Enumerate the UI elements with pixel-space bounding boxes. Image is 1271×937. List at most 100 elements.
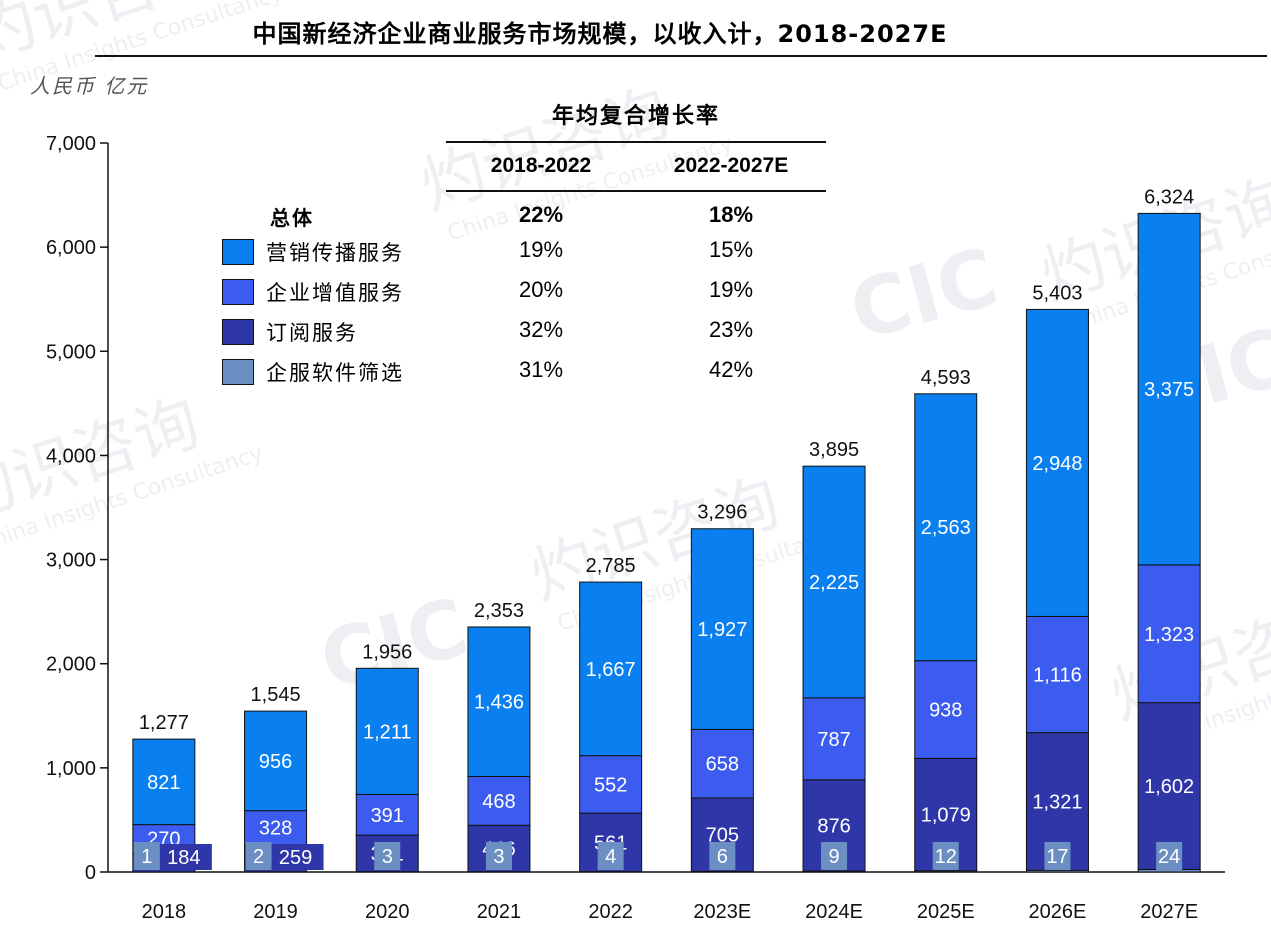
legend-label-software: 企服软件筛选 xyxy=(266,361,404,385)
cagr-marketing-2: 15% xyxy=(708,237,754,262)
legend-row-subscription: 订阅服务 32% 23% xyxy=(200,315,840,351)
data-label-subscription: 705 xyxy=(706,825,739,847)
bar-segment-marketing xyxy=(467,626,531,778)
cagr-subscription-2: 23% xyxy=(708,317,754,342)
cagr-total-row: 总体 22% 18% xyxy=(200,200,840,236)
cagr-period-2: 2022-2027E xyxy=(673,154,789,177)
data-label-value-added: 391 xyxy=(371,805,404,827)
y-tick-label: 1,000 xyxy=(46,758,96,780)
x-tick-label: 2022 xyxy=(588,901,633,923)
total-cagr-2: 18% xyxy=(708,202,754,227)
y-tick-label: 5,000 xyxy=(46,341,96,363)
legend-swatch-software xyxy=(222,359,254,385)
data-label-marketing: 1,927 xyxy=(697,619,747,641)
cagr-subscription-1: 32% xyxy=(518,317,564,342)
total-label: 1,545 xyxy=(251,684,301,706)
data-label-value-added: 1,323 xyxy=(1144,624,1194,646)
bar-segment-marketing xyxy=(1025,308,1089,617)
bar-segment-value-added xyxy=(914,660,978,759)
data-label-marketing: 1,211 xyxy=(363,721,412,743)
data-label-box-software xyxy=(485,842,512,870)
data-label-subscription: 1,602 xyxy=(1144,776,1194,798)
cagr-software-2: 42% xyxy=(708,357,754,382)
watermark-logo: CIC xyxy=(841,230,1007,358)
bar-segment-marketing xyxy=(579,581,643,757)
data-label-software: 2 xyxy=(253,846,264,868)
bar-segment-marketing xyxy=(355,667,419,795)
bar-segment-marketing xyxy=(802,465,866,699)
data-label-marketing: 2,948 xyxy=(1032,453,1082,475)
y-tick-label: 0 xyxy=(85,862,96,884)
bar-segment-marketing xyxy=(690,528,754,730)
data-label-subscription: 259 xyxy=(279,847,312,869)
data-label-subscription: 184 xyxy=(167,847,200,869)
data-label-software: 1 xyxy=(141,846,152,868)
legend-label-subscription: 订阅服务 xyxy=(266,321,358,345)
x-tick-label: 2023E xyxy=(693,901,751,923)
data-label-box-software xyxy=(709,842,736,870)
x-axis: 2018 2019 2020 2021 2022 2023E 2024E 2025E 2026E… xyxy=(142,901,1198,923)
x-tick-label: 2026E xyxy=(1029,901,1087,923)
data-label-subscription: 1,079 xyxy=(921,805,971,827)
data-label-software: 3 xyxy=(382,846,393,868)
data-label-value-added: 328 xyxy=(259,818,292,840)
data-label-box-software xyxy=(133,842,160,870)
data-label-box-software xyxy=(821,842,848,870)
total-label: 1,277 xyxy=(139,712,189,734)
bar-segment-marketing xyxy=(1137,212,1201,566)
data-label-software: 3 xyxy=(493,846,504,868)
cagr-value-added-2: 19% xyxy=(708,277,754,302)
data-label-subscription: 1,321 xyxy=(1032,791,1082,813)
bar-segment-value-added xyxy=(802,697,866,781)
data-label-value-added: 552 xyxy=(594,774,627,796)
total-label: 1,956 xyxy=(362,641,412,663)
total-cagr-1: 22% xyxy=(518,202,564,227)
total-label: 3,296 xyxy=(697,502,747,524)
data-label-software: 17 xyxy=(1046,846,1068,868)
data-label-software: 12 xyxy=(935,846,957,868)
legend-row-software: 企服软件筛选 31% 42% xyxy=(200,355,840,391)
cagr-marketing-1: 19% xyxy=(518,237,564,262)
bar-segment-value-added xyxy=(1137,564,1201,704)
y-tick-label: 4,000 xyxy=(46,445,96,467)
total-label: 4,593 xyxy=(921,367,971,389)
title-underline xyxy=(95,55,1267,57)
bar-segment-marketing xyxy=(914,393,978,662)
bars-layer: 82127018411,27795632825921,5451,21139135… xyxy=(132,186,1201,873)
legend-label-marketing: 营销传播服务 xyxy=(266,241,404,265)
data-label-software: 9 xyxy=(828,846,839,868)
cagr-heading: 年均复合增长率 xyxy=(551,104,720,129)
legend-row-marketing: 营销传播服务 19% 15% xyxy=(200,235,840,271)
cagr-period-1: 2018-2022 xyxy=(490,154,592,177)
y-tick-label: 3,000 xyxy=(46,550,96,572)
x-tick-label: 2021 xyxy=(477,901,522,923)
total-label: 5,403 xyxy=(1032,282,1082,304)
x-tick-label: 2027E xyxy=(1140,901,1198,923)
data-label-marketing: 1,667 xyxy=(586,659,636,681)
data-label-software: 24 xyxy=(1158,846,1180,868)
bar-segment-value-added xyxy=(355,793,419,836)
cagr-legend-table: 年均复合增长率 2018-2022 2022-2027E 总体 22% 18% … xyxy=(200,98,840,398)
data-label-software: 6 xyxy=(717,846,728,868)
data-label-value-added: 658 xyxy=(706,754,739,776)
y-tick-label: 7,000 xyxy=(46,133,96,155)
total-label: 总体 xyxy=(270,206,314,230)
bar-segment-value-added xyxy=(1025,615,1089,734)
cagr-rule-top xyxy=(446,141,826,143)
cagr-software-1: 31% xyxy=(518,357,564,382)
legend-swatch-marketing xyxy=(222,239,254,265)
data-label-subscription: 876 xyxy=(817,815,850,837)
data-label-value-added: 938 xyxy=(929,700,962,722)
total-label: 3,895 xyxy=(809,439,859,461)
x-tick-label: 2025E xyxy=(917,901,975,923)
unit-label: 人民币 亿元 xyxy=(30,74,149,98)
x-tick-label: 2020 xyxy=(365,901,410,923)
legend-row-value-added: 企业增值服务 20% 19% xyxy=(200,275,840,311)
legend-swatch-value-added xyxy=(222,279,254,305)
bar-segment-value-added xyxy=(467,776,531,826)
x-tick-label: 2018 xyxy=(142,901,187,923)
cagr-value-added-1: 20% xyxy=(518,277,564,302)
data-label-value-added: 468 xyxy=(482,791,515,813)
bar-segment-subscription xyxy=(1137,702,1201,871)
data-label-marketing: 3,375 xyxy=(1144,379,1194,401)
